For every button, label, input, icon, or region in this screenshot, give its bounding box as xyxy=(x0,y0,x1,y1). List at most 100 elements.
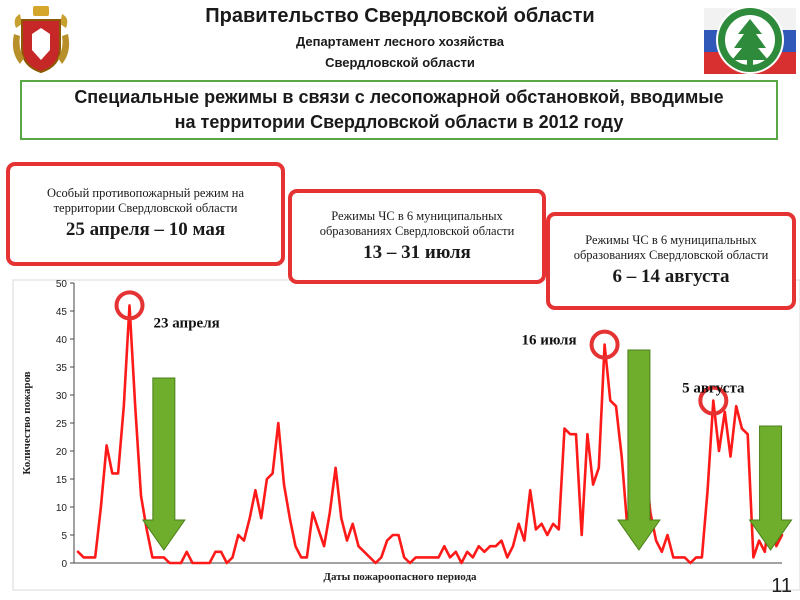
data-point xyxy=(357,545,360,547)
data-point xyxy=(672,556,675,559)
y-tick-label: 25 xyxy=(56,419,68,430)
arrow-down-icon xyxy=(748,425,793,551)
data-point xyxy=(346,539,348,542)
data-point xyxy=(334,467,337,469)
data-point xyxy=(661,551,663,553)
page-title: Правительство Свердловской области xyxy=(205,5,595,27)
data-point xyxy=(105,444,108,447)
data-point xyxy=(466,551,469,553)
page-number: 11 xyxy=(771,575,792,597)
data-point xyxy=(449,556,451,559)
data-point xyxy=(558,528,560,531)
data-point xyxy=(580,534,583,536)
banner-line-1: Специальные режимы в связи с лесопожарно… xyxy=(74,87,724,107)
y-tick-label: 50 xyxy=(56,279,68,290)
data-point xyxy=(294,545,297,547)
data-point xyxy=(432,556,434,559)
data-point xyxy=(140,495,142,497)
data-point xyxy=(523,539,526,542)
data-point xyxy=(363,551,366,553)
data-point xyxy=(311,511,314,514)
data-point xyxy=(397,534,400,536)
data-point xyxy=(237,534,240,536)
data-point xyxy=(575,433,577,436)
y-tick-label: 5 xyxy=(61,531,67,542)
data-point xyxy=(111,472,114,475)
data-point xyxy=(248,517,251,519)
data-point xyxy=(495,545,497,547)
data-point xyxy=(426,556,428,559)
data-point xyxy=(718,450,720,452)
data-point xyxy=(203,562,205,564)
data-point xyxy=(323,545,325,547)
data-point xyxy=(77,551,79,553)
y-axis-title: Количество пожаров xyxy=(21,371,33,474)
department-region: Свердловской области xyxy=(325,55,475,70)
data-point xyxy=(729,455,732,458)
data-point xyxy=(529,489,531,492)
data-point xyxy=(472,556,474,559)
data-point xyxy=(603,343,606,346)
y-tick-label: 0 xyxy=(61,559,67,570)
data-point xyxy=(82,556,85,559)
data-point xyxy=(180,562,182,564)
fires-series-line xyxy=(76,304,784,565)
data-point xyxy=(655,539,657,542)
data-point xyxy=(437,556,440,559)
data-point xyxy=(185,551,188,553)
data-point xyxy=(775,545,778,547)
callout-dates: 13 – 31 июля xyxy=(363,241,471,263)
data-point xyxy=(695,556,697,559)
peak-circle xyxy=(589,329,620,360)
data-point xyxy=(420,556,423,559)
data-point xyxy=(512,545,514,547)
data-point xyxy=(620,455,623,458)
data-point xyxy=(231,556,234,559)
data-point xyxy=(197,562,199,564)
callout-text: Особый противопожарный режим на территор… xyxy=(46,186,244,215)
data-point xyxy=(266,478,268,480)
data-point xyxy=(403,556,406,559)
peak-circle xyxy=(114,290,145,321)
y-tick-label: 10 xyxy=(56,503,68,514)
callout-special-fire-regime: Особый противопожарный режим на территор… xyxy=(6,162,285,266)
data-point xyxy=(260,517,263,519)
data-point xyxy=(609,399,612,402)
y-tick-label: 40 xyxy=(56,335,68,346)
coat-of-arms-icon xyxy=(12,6,70,74)
data-point xyxy=(666,534,669,536)
peak-circle xyxy=(698,385,729,416)
data-point xyxy=(168,562,171,564)
data-point xyxy=(477,545,480,547)
data-point xyxy=(724,411,726,413)
data-point xyxy=(592,483,594,486)
data-point xyxy=(351,523,354,525)
data-point xyxy=(764,551,766,553)
data-point xyxy=(535,528,537,531)
data-point xyxy=(329,511,331,514)
data-point xyxy=(483,551,486,553)
data-point xyxy=(443,545,446,547)
data-point xyxy=(317,528,320,531)
data-point xyxy=(254,489,257,492)
data-point xyxy=(117,472,119,475)
data-point xyxy=(701,556,703,559)
callout-dates: 6 – 14 августа xyxy=(612,266,730,287)
data-point xyxy=(683,556,686,559)
data-point xyxy=(374,562,377,564)
data-point xyxy=(88,556,91,559)
data-point xyxy=(208,562,211,564)
arrow-down-icon xyxy=(141,377,186,551)
data-point xyxy=(277,422,280,424)
data-point xyxy=(506,556,509,559)
department-name: Департамент лесного хозяйства xyxy=(295,34,505,49)
data-point xyxy=(157,556,159,559)
data-point xyxy=(151,556,154,559)
data-point xyxy=(546,534,549,536)
topic-banner: Специальные режимы в связи с лесопожарно… xyxy=(20,80,778,140)
data-point xyxy=(283,483,285,486)
callout-dates: 25 апреля – 10 мая xyxy=(65,219,226,240)
fires-line-chart: 0 5 10 15 20 25 30 35 40 45 50 Количество пожаров Да… xyxy=(12,279,800,591)
data-point xyxy=(489,545,491,547)
data-point xyxy=(243,539,245,542)
